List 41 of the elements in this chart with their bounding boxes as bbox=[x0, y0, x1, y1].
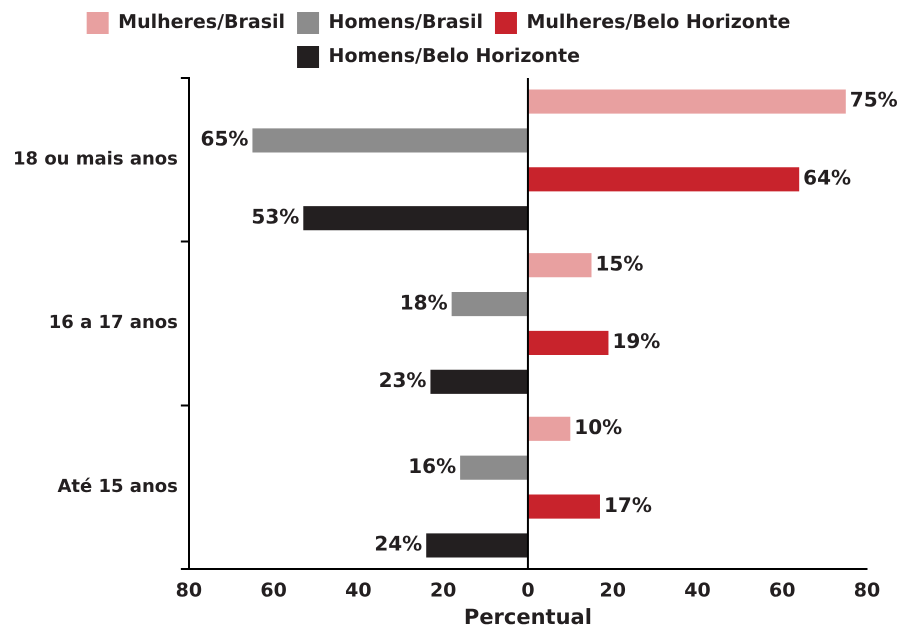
data-label: 23% bbox=[378, 368, 426, 392]
data-label: 65% bbox=[200, 126, 248, 151]
bar bbox=[528, 416, 570, 441]
legend-label: Mulheres/Brasil bbox=[118, 10, 286, 33]
bar bbox=[430, 370, 528, 394]
x-tick-label: 40 bbox=[345, 579, 372, 602]
x-axis-title: Percentual bbox=[464, 604, 592, 629]
bar bbox=[528, 167, 800, 192]
data-label: 18% bbox=[400, 290, 448, 314]
legend-label: Homens/Brasil bbox=[328, 10, 483, 33]
bar bbox=[252, 128, 528, 152]
data-label: 64% bbox=[803, 165, 852, 190]
x-tick-label: 40 bbox=[684, 579, 711, 602]
data-label: 15% bbox=[596, 251, 644, 276]
bar bbox=[452, 292, 528, 316]
y-tick-label: Até 15 anos bbox=[57, 476, 178, 497]
legend-label: Homens/Belo Horizonte bbox=[328, 44, 580, 67]
data-label: 53% bbox=[251, 204, 300, 228]
data-label: 24% bbox=[374, 532, 422, 556]
bar bbox=[528, 89, 846, 114]
legend-label: Mulheres/Belo Horizonte bbox=[526, 10, 790, 33]
y-tick-label: 18 ou mais anos bbox=[12, 148, 178, 170]
x-tick-label: 60 bbox=[260, 579, 287, 602]
bar bbox=[460, 456, 528, 480]
x-tick-label: 60 bbox=[769, 579, 796, 602]
x-tick-label: 20 bbox=[599, 579, 626, 602]
bar bbox=[528, 494, 600, 519]
bar bbox=[528, 330, 608, 355]
data-label: 19% bbox=[612, 329, 660, 354]
y-tick-label: 16 a 17 anos bbox=[48, 312, 178, 334]
data-label: 16% bbox=[408, 454, 456, 478]
bar bbox=[528, 253, 592, 278]
data-label: 17% bbox=[604, 492, 652, 517]
data-label: 75% bbox=[850, 88, 898, 112]
bar bbox=[303, 206, 528, 230]
x-tick-label: 20 bbox=[430, 579, 456, 602]
x-tick-label: 80 bbox=[854, 579, 880, 602]
x-tick-label: 0 bbox=[521, 579, 535, 602]
data-label: 10% bbox=[574, 415, 622, 440]
x-tick-label: 80 bbox=[176, 579, 202, 602]
bar bbox=[426, 533, 528, 558]
